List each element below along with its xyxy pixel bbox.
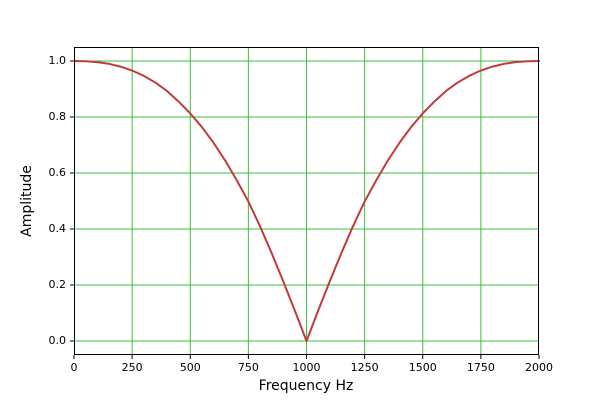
x-tick-label: 1500 [408,361,437,374]
plot-frame [74,47,539,355]
x-tick-label: 250 [121,361,143,374]
x-tick-label: 1750 [466,361,495,374]
y-tick-label: 0.0 [48,334,67,347]
notch-filter-response-curve [73,60,540,342]
x-tick-label: 0 [70,361,78,374]
x-tick-label: 2000 [525,361,553,374]
y-axis-label: Amplitude [19,165,35,237]
x-tick-label: 1000 [292,361,321,374]
x-axis-label: Frequency Hz [258,378,354,394]
y-tick-label: 0.4 [48,222,67,235]
y-tick-label: 0.8 [48,110,67,123]
y-tick-label: 0.2 [48,278,67,291]
x-tick-label: 750 [237,361,259,374]
x-tick-label: 1250 [350,361,379,374]
x-tick-label: 500 [179,361,201,374]
y-tick-label: 0.6 [48,166,67,179]
y-tick-label: 1.0 [48,54,67,67]
